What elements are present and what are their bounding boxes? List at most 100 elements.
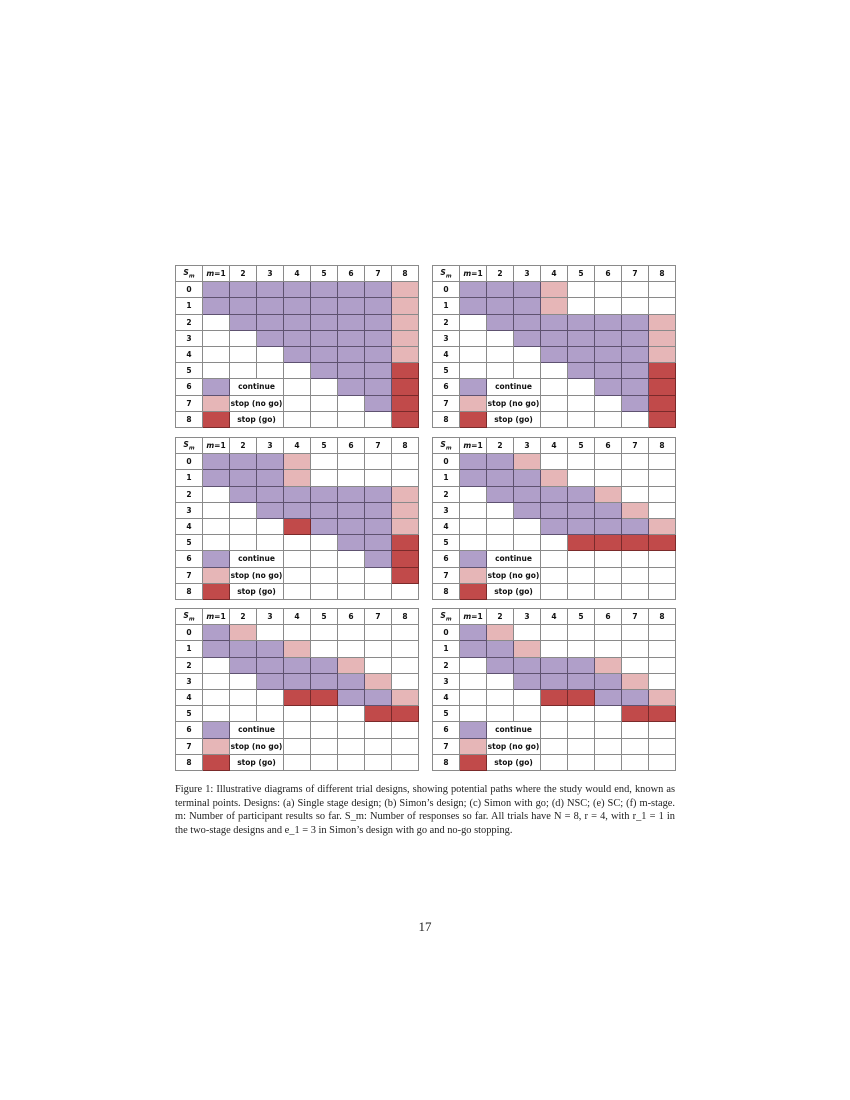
cell-continue: [256, 329, 284, 347]
cell-empty: [283, 753, 311, 771]
cell-empty: [229, 362, 257, 380]
header-sm: Sm: [432, 607, 460, 626]
cell-empty: [310, 640, 338, 658]
cell-empty: [567, 297, 595, 315]
cell-empty: [621, 297, 649, 315]
cell-empty: [283, 582, 311, 600]
grid-row: 8 stop (go): [432, 753, 676, 771]
cell-stop-go: [648, 534, 676, 552]
cell-empty: [459, 688, 487, 707]
cell-stop-no-go: [621, 501, 649, 519]
cell-empty: [310, 566, 338, 584]
cell-stop-no-go: [621, 672, 649, 690]
cell-continue: [283, 329, 311, 347]
cell-continue: [202, 281, 230, 299]
cell-empty: [337, 721, 365, 739]
cell-continue: [283, 297, 311, 315]
grid-row: 0: [432, 281, 676, 299]
cell-empty: [621, 566, 649, 584]
row-label: 5: [175, 705, 203, 723]
legend-swatch-stop-go: [202, 753, 230, 771]
cell-empty: [621, 550, 649, 568]
cell-empty: [310, 469, 338, 487]
cell-empty: [594, 394, 622, 412]
cell-empty: [337, 582, 365, 600]
cell-empty: [567, 737, 595, 755]
legend-label: continue: [229, 378, 284, 396]
cell-continue: [364, 550, 392, 568]
cell-empty: [648, 582, 676, 600]
cell-continue: [337, 329, 365, 347]
cell-empty: [337, 737, 365, 755]
cell-empty: [621, 485, 649, 503]
cell-continue: [540, 485, 568, 503]
cell-empty: [202, 705, 230, 723]
cell-continue: [621, 313, 649, 331]
cell-stop-go: [621, 705, 649, 723]
cell-stop-go: [310, 688, 338, 707]
cell-stop-no-go: [391, 345, 419, 364]
legend-swatch-stop-no-go: [459, 566, 487, 584]
cell-empty: [648, 672, 676, 690]
cell-empty: [229, 688, 257, 707]
cell-continue: [229, 453, 257, 471]
grid-row: 0: [175, 281, 419, 299]
cell-empty: [540, 566, 568, 584]
cell-continue: [513, 656, 541, 674]
cell-stop-no-go: [513, 453, 541, 471]
cell-empty: [391, 453, 419, 471]
grid-row: 2: [175, 485, 419, 503]
header-m: 5: [310, 607, 338, 626]
cell-empty: [594, 469, 622, 487]
cell-empty: [459, 656, 487, 674]
header-m: 7: [364, 264, 392, 283]
header-m: 8: [391, 436, 419, 455]
legend-label: stop (no go): [486, 737, 541, 755]
cell-empty: [202, 672, 230, 690]
cell-stop-go: [391, 394, 419, 412]
grid-row: 4: [175, 345, 419, 364]
cell-empty: [283, 624, 311, 642]
legend-label: stop (no go): [229, 566, 284, 584]
cell-continue: [459, 469, 487, 487]
row-label: 1: [175, 297, 203, 315]
grid-row: 6 continue: [175, 721, 419, 739]
header-sm: Sm: [175, 264, 203, 283]
cell-continue: [310, 297, 338, 315]
cell-stop-go: [391, 362, 419, 380]
cell-empty: [310, 582, 338, 600]
cell-continue: [337, 672, 365, 690]
header-m: 4: [540, 436, 568, 455]
grid-row: 5: [432, 534, 676, 552]
cell-empty: [459, 313, 487, 331]
cell-stop-no-go: [513, 640, 541, 658]
cell-empty: [540, 753, 568, 771]
cell-continue: [594, 378, 622, 396]
cell-empty: [567, 705, 595, 723]
row-label: 7: [175, 566, 203, 584]
header-m1: m=1: [459, 436, 487, 455]
cell-empty: [202, 656, 230, 674]
header-m: 8: [648, 436, 676, 455]
cell-empty: [310, 410, 338, 428]
grid-row: 7 stop (no go): [175, 394, 419, 412]
cell-empty: [486, 501, 514, 519]
cell-empty: [310, 624, 338, 642]
cell-continue: [513, 469, 541, 487]
grid-row: 4: [175, 517, 419, 536]
grid-row: 1: [175, 469, 419, 487]
header-row: Sm m=1 2 3 4 5 6 7 8: [175, 607, 419, 626]
cell-empty: [337, 753, 365, 771]
cell-empty: [459, 705, 487, 723]
cell-continue: [202, 453, 230, 471]
cell-stop-no-go: [364, 672, 392, 690]
cell-continue: [310, 329, 338, 347]
cell-continue: [256, 469, 284, 487]
cell-empty: [486, 329, 514, 347]
grid-row: 6 continue: [432, 721, 676, 739]
row-label: 6: [175, 721, 203, 739]
design-grid-f: Sm m=1 2 3 4 5 6 7 8 0 1 2 3 4 5 6 continue 7 stop (no go)…: [432, 607, 676, 771]
grid-row: 0: [175, 624, 419, 642]
legend-swatch-continue: [202, 721, 230, 739]
cell-empty: [648, 485, 676, 503]
